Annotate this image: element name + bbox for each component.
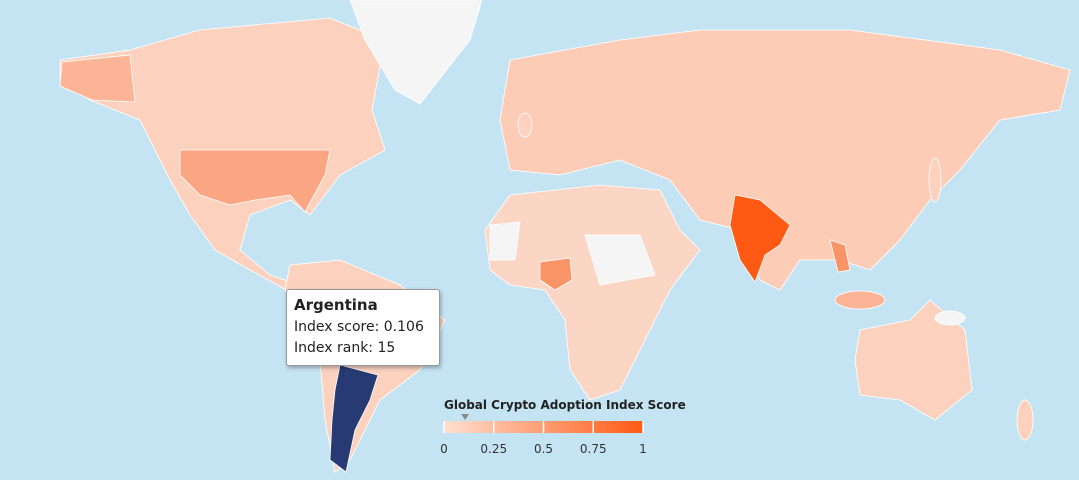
west-africa[interactable] [489, 221, 521, 261]
tooltip: Argentina Index score: 0.106 Index rank:… [286, 289, 440, 366]
legend-tick-label: 1 [639, 442, 647, 456]
nigeria[interactable] [539, 257, 573, 291]
argentina[interactable] [329, 364, 379, 473]
australia[interactable] [854, 299, 973, 421]
japan[interactable] [928, 157, 942, 203]
eurasia[interactable] [499, 29, 1071, 291]
usa[interactable] [179, 149, 331, 213]
new-guinea[interactable] [934, 310, 966, 326]
new-zealand[interactable] [1016, 399, 1034, 441]
vietnam[interactable] [829, 239, 851, 273]
legend: Global Crypto Adoption Index Score 0 0.25… [440, 398, 686, 456]
india[interactable] [729, 194, 791, 283]
tooltip-line: Index score: 0.106 [294, 319, 424, 335]
africa[interactable] [484, 184, 701, 401]
legend-tick-label: 0.75 [580, 442, 607, 456]
legend-title: Global Crypto Adoption Index Score [444, 398, 686, 412]
sahara[interactable] [584, 234, 656, 286]
indonesia[interactable] [834, 290, 886, 310]
greenland[interactable] [349, 0, 483, 105]
tooltip-line: Index rank: 15 [294, 340, 396, 356]
legend-tick-label: 0.5 [534, 442, 553, 456]
legend-tick-label: 0.25 [480, 442, 507, 456]
legend-marker [461, 414, 470, 420]
alaska[interactable] [59, 54, 136, 103]
tooltip-title: Argentina [294, 296, 378, 314]
uk[interactable] [517, 112, 533, 138]
legend-tick-label: 0 [440, 442, 448, 456]
